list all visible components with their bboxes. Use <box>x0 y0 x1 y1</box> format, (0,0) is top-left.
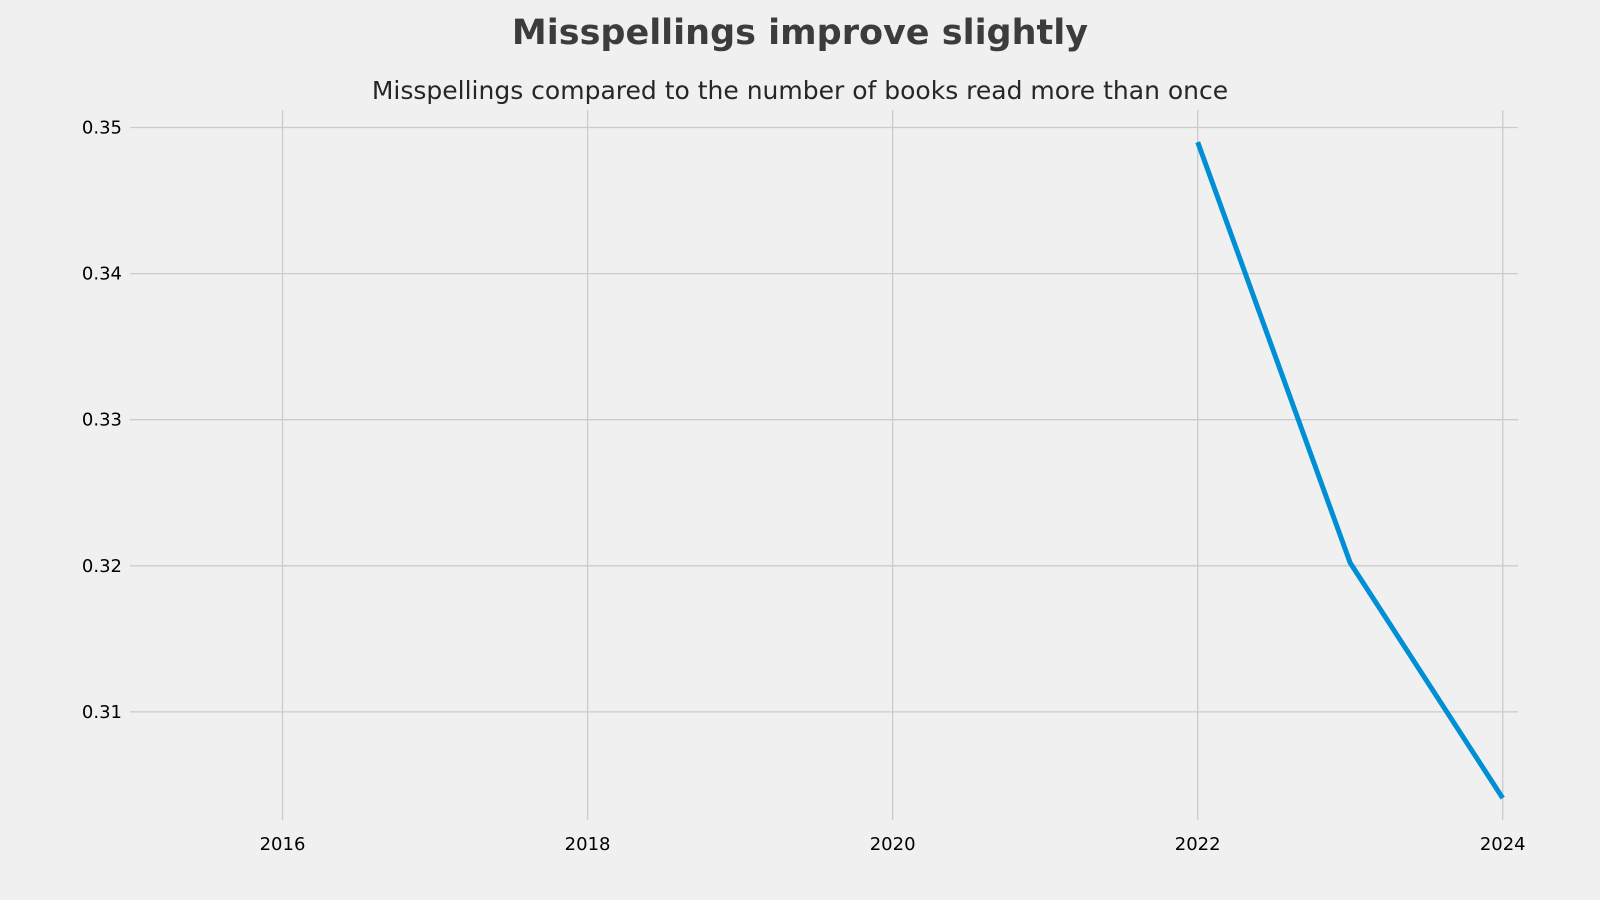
y-tick-label-4: 0.35 <box>82 118 122 139</box>
x-tick-label-2020: 2020 <box>870 834 916 855</box>
grid <box>130 110 1518 820</box>
x-tick-label-2018: 2018 <box>565 834 611 855</box>
y-tick-label-3: 0.34 <box>82 264 122 285</box>
y-tick-label-0: 0.31 <box>82 702 122 723</box>
y-tick-label-1: 0.32 <box>82 556 122 577</box>
y-tick-label-2: 0.33 <box>82 410 122 431</box>
x-tick-label-2024: 2024 <box>1480 834 1526 855</box>
chart-title: Misspellings compared to the number of b… <box>371 76 1229 105</box>
chart-suptitle: Misspellings improve slightly <box>511 13 1089 53</box>
x-tick-label-2022: 2022 <box>1175 834 1221 855</box>
series-layer <box>1195 141 1505 800</box>
series-line-0 <box>1195 141 1505 800</box>
x-tick-label-2016: 2016 <box>260 834 306 855</box>
tick-labels: 2016 2018 2020 2022 2024 0.31 0.32 0.33 0.34 0.35 <box>82 118 1526 855</box>
